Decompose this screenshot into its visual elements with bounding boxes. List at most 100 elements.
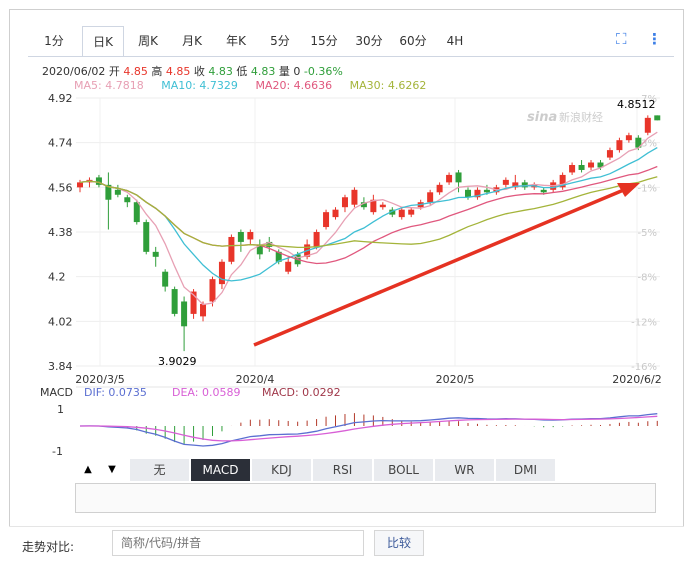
- x-tick-label: 2020/3/5: [75, 373, 124, 386]
- open-label: 开: [108, 65, 120, 78]
- indicator-tab-0[interactable]: 无: [130, 459, 190, 481]
- candle-body: [398, 209, 405, 218]
- pct-tick-label: 3%: [641, 139, 657, 150]
- vol-label: 量: [278, 65, 290, 78]
- low-label: 低: [236, 65, 248, 78]
- candle-body: [114, 189, 121, 195]
- indicator-tab-4[interactable]: BOLL: [374, 459, 434, 481]
- logo-sina: sina: [527, 110, 557, 125]
- ma30-label: MA30: 4.6262: [349, 79, 427, 92]
- tab-0[interactable]: 1分: [44, 34, 64, 48]
- y-tick-label: 4.92: [48, 92, 73, 105]
- candle-body: [332, 209, 339, 218]
- candle-body: [360, 202, 367, 208]
- pct-tick-label: 7%: [641, 94, 657, 105]
- candle-body: [625, 135, 632, 141]
- candle-body: [540, 189, 547, 193]
- candle-body: [209, 279, 216, 302]
- candle-body: [502, 179, 509, 185]
- candle-body: [455, 172, 462, 183]
- candle-body: [313, 232, 320, 247]
- x-tick-label: 2020/4: [236, 373, 275, 386]
- pct-tick-label: -5%: [638, 228, 657, 239]
- macd-value: MACD: 0.0292: [262, 386, 341, 399]
- tab-2[interactable]: 周K: [138, 34, 158, 48]
- candle-body: [237, 232, 244, 242]
- macd-dif: DIF: 0.0735: [84, 386, 147, 399]
- ma20-label: MA20: 4.6636: [255, 79, 333, 92]
- high-label: 高: [151, 65, 163, 78]
- y-tick-label: 4.02: [48, 315, 73, 328]
- y-tick-label: 3.84: [48, 360, 73, 373]
- candle-body: [483, 189, 490, 193]
- indicator-tab-2[interactable]: KDJ: [252, 459, 312, 481]
- watermark: 新浪财经: [559, 110, 603, 124]
- fullscreen-icon[interactable]: ⛶: [616, 30, 627, 48]
- low-value: 4.83: [250, 65, 276, 78]
- indicator-tab-6[interactable]: DMI: [496, 459, 556, 481]
- trend-arrow-head: [617, 183, 640, 197]
- vol-value: 0: [293, 65, 301, 78]
- tab-5[interactable]: 5分: [270, 34, 290, 48]
- tab-4[interactable]: 年K: [226, 34, 246, 48]
- tab-7[interactable]: 30分: [355, 34, 383, 48]
- candle-body: [256, 244, 263, 255]
- candle-body: [616, 140, 623, 151]
- candle-body: [143, 222, 150, 252]
- compare-input[interactable]: [112, 530, 364, 556]
- tab-8[interactable]: 60分: [399, 34, 427, 48]
- candle-body: [446, 174, 453, 183]
- close-value: 4.83: [208, 65, 233, 78]
- candle-body: [569, 165, 576, 173]
- macd-y-tick: 1: [57, 403, 64, 416]
- candle-body: [588, 162, 595, 168]
- quote-info: 2020/06/02 开 4.85 高 4.85 收 4.83 低 4.83 量…: [42, 63, 343, 79]
- range-selector[interactable]: [75, 483, 656, 513]
- compare-label: 走势对比:: [22, 540, 75, 554]
- trend-arrow: [253, 187, 627, 347]
- macd-title: MACD: [40, 386, 73, 399]
- macd-dea: DEA: 0.0589: [172, 386, 240, 399]
- tab-6[interactable]: 15分: [310, 34, 338, 48]
- more-icon[interactable]: ⋮: [647, 30, 662, 48]
- candle-body: [408, 209, 415, 215]
- candle-body: [351, 189, 358, 205]
- candle-body: [578, 165, 585, 170]
- indicator-tab-5[interactable]: WR: [435, 459, 495, 481]
- tab-divider: [28, 56, 674, 57]
- candle-body: [341, 197, 348, 208]
- pct-tick-label: -1%: [638, 183, 657, 194]
- candle-body: [200, 303, 207, 317]
- candle-body: [105, 184, 112, 200]
- ma30-line: [79, 176, 658, 249]
- candle-body: [370, 199, 377, 213]
- ma5-label: MA5: 4.7818: [74, 79, 144, 92]
- open-value: 4.85: [123, 65, 148, 78]
- candle-body: [181, 301, 188, 327]
- candle-body: [218, 261, 225, 285]
- compare-button[interactable]: 比较: [374, 530, 424, 556]
- candle-body: [162, 271, 169, 287]
- candle-body: [152, 251, 159, 257]
- tab-1[interactable]: 日K: [82, 26, 124, 56]
- y-tick-label: 4.2: [48, 271, 66, 284]
- candle-body: [124, 197, 131, 203]
- candle-body: [465, 189, 471, 198]
- tab-9[interactable]: 4H: [446, 34, 464, 48]
- tab-3[interactable]: 月K: [182, 34, 202, 48]
- candle-body: [133, 202, 140, 223]
- candle-body: [171, 289, 178, 314]
- candle-body: [474, 189, 481, 198]
- candle-body: [275, 251, 282, 262]
- high-value: 4.85: [165, 65, 191, 78]
- pct-tick-label: -16%: [631, 362, 657, 373]
- candle-body: [389, 209, 396, 215]
- indicator-tab-3[interactable]: RSI: [313, 459, 373, 481]
- max-label: 4.8512: [617, 98, 656, 111]
- nav-down-button[interactable]: ▼: [108, 464, 116, 475]
- candle-body: [95, 177, 102, 185]
- nav-up-button[interactable]: ▲: [84, 464, 92, 475]
- x-tick-label: 2020/5: [436, 373, 475, 386]
- indicator-tab-1[interactable]: MACD: [191, 459, 251, 481]
